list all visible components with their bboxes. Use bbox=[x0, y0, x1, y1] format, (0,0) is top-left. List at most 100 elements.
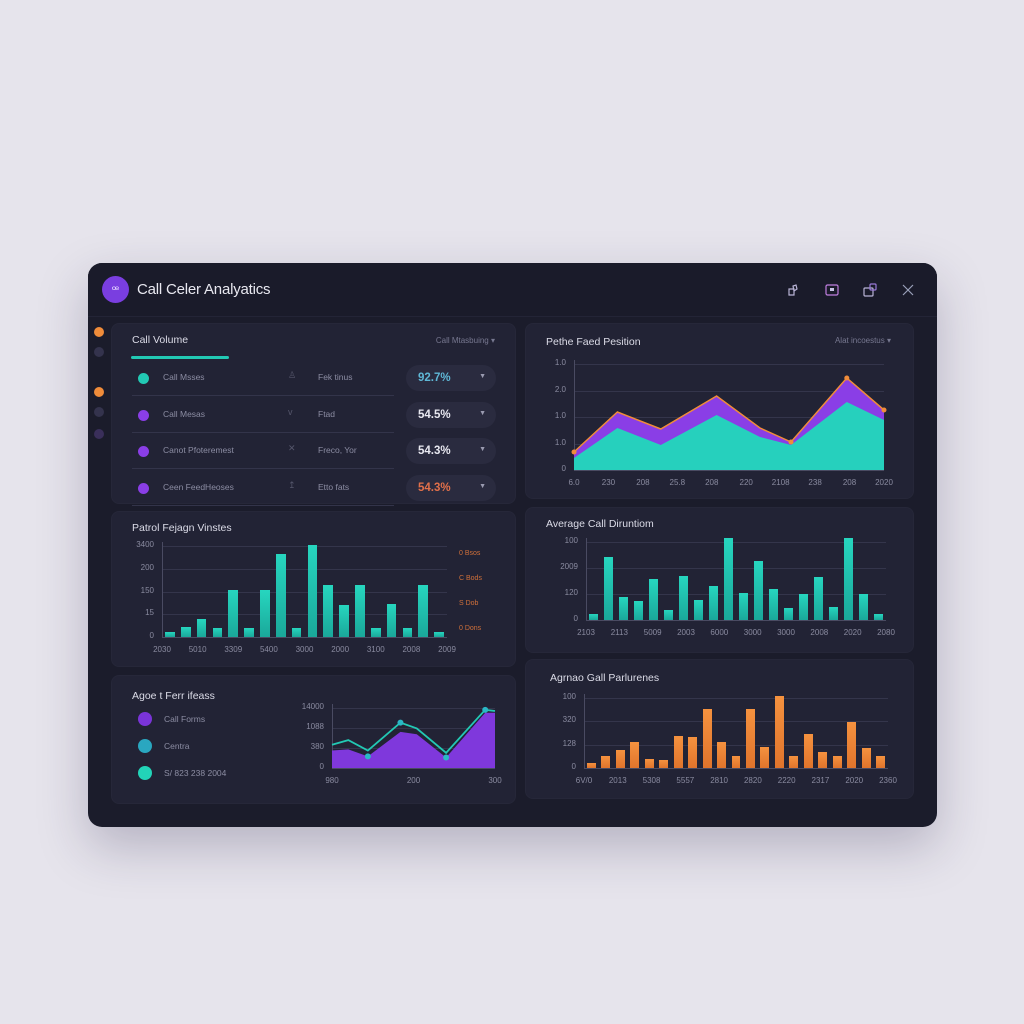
list-item[interactable]: Call Msses ♙ Fek tinus bbox=[132, 360, 394, 396]
bar[interactable] bbox=[370, 627, 381, 637]
call-volume-menu[interactable]: Call Mtasbuing ▾ bbox=[435, 336, 495, 345]
bar[interactable] bbox=[323, 584, 334, 637]
bar[interactable] bbox=[244, 627, 254, 637]
bar[interactable] bbox=[180, 626, 191, 637]
bar[interactable] bbox=[165, 632, 175, 637]
chart-title: Pethe Faed Pesition bbox=[546, 336, 641, 348]
bar[interactable] bbox=[588, 614, 599, 620]
close-button[interactable] bbox=[899, 281, 917, 299]
bar[interactable] bbox=[798, 594, 809, 620]
bar[interactable] bbox=[753, 560, 764, 620]
bar[interactable] bbox=[745, 708, 755, 768]
bar[interactable] bbox=[673, 735, 683, 768]
x-tick-label: 6.0 bbox=[568, 478, 580, 487]
value-dropdown[interactable]: 54.3% ▼ bbox=[406, 438, 496, 464]
export-button[interactable] bbox=[861, 281, 879, 299]
bar[interactable] bbox=[768, 588, 779, 620]
bar[interactable] bbox=[789, 755, 799, 768]
bar[interactable] bbox=[644, 758, 654, 768]
list-item[interactable]: Call Mesas v Ftad bbox=[132, 397, 394, 433]
bar[interactable] bbox=[212, 627, 223, 637]
check-icon: v bbox=[288, 406, 293, 417]
bar[interactable] bbox=[355, 584, 365, 637]
bar[interactable] bbox=[260, 589, 270, 637]
bar[interactable] bbox=[275, 553, 286, 637]
list-item[interactable]: Ceen FeedHeoses ↥ Etto fats bbox=[132, 470, 394, 506]
value-dropdown[interactable]: 92.7% ▼ bbox=[406, 365, 496, 391]
bar[interactable] bbox=[228, 589, 239, 637]
bar[interactable] bbox=[818, 751, 828, 768]
bar[interactable] bbox=[828, 607, 839, 620]
bar[interactable] bbox=[774, 695, 784, 768]
bar[interactable] bbox=[813, 577, 824, 620]
bar[interactable] bbox=[803, 734, 813, 768]
bar[interactable] bbox=[693, 600, 704, 620]
x-tick-label: 5557 bbox=[676, 776, 695, 785]
legend-item[interactable]: Call Forms bbox=[138, 712, 205, 726]
bar[interactable] bbox=[861, 748, 871, 768]
avg-call-performance-panel: Agrnao Gall Parlurenes 0 128 320 100 6V/0 201… bbox=[525, 659, 914, 799]
bar[interactable] bbox=[291, 627, 302, 637]
bar[interactable] bbox=[386, 604, 397, 637]
row-sublabel: Ftad bbox=[318, 408, 336, 419]
bar[interactable] bbox=[601, 756, 611, 768]
legend-item[interactable]: Centra bbox=[138, 739, 190, 753]
bar[interactable] bbox=[402, 627, 413, 637]
bar[interactable] bbox=[843, 538, 854, 620]
bar[interactable] bbox=[702, 708, 712, 768]
bar[interactable] bbox=[876, 755, 886, 768]
rail-dot[interactable] bbox=[94, 429, 104, 439]
bar[interactable] bbox=[618, 597, 629, 620]
status-dot bbox=[138, 482, 149, 494]
bar[interactable] bbox=[633, 601, 644, 620]
rail-dot[interactable] bbox=[94, 387, 104, 397]
rail-dot[interactable] bbox=[94, 407, 104, 417]
bar[interactable] bbox=[738, 592, 749, 620]
bar[interactable] bbox=[688, 737, 698, 768]
bar[interactable] bbox=[630, 742, 640, 768]
bar[interactable] bbox=[723, 538, 734, 620]
bar[interactable] bbox=[731, 755, 741, 768]
bar[interactable] bbox=[783, 607, 794, 620]
bar[interactable] bbox=[678, 575, 689, 620]
bar[interactable] bbox=[858, 594, 869, 620]
x-tick-label: 2220 bbox=[777, 776, 796, 785]
chart-menu[interactable]: Alat incoestus ▾ bbox=[834, 336, 891, 345]
bar[interactable] bbox=[615, 749, 625, 768]
y-tick-label: 2.0 bbox=[554, 384, 566, 394]
y-tick-label: 1088 bbox=[306, 722, 324, 731]
bar[interactable] bbox=[603, 557, 614, 620]
x-tick-label: 208 bbox=[705, 478, 719, 487]
row-label: Call Msses bbox=[163, 372, 205, 382]
share-button[interactable] bbox=[785, 281, 803, 299]
rail-dot[interactable] bbox=[94, 347, 104, 357]
bar[interactable] bbox=[760, 747, 770, 768]
bar[interactable] bbox=[434, 631, 444, 637]
bar[interactable] bbox=[586, 763, 596, 768]
gridline bbox=[162, 614, 447, 616]
bar[interactable] bbox=[663, 610, 674, 620]
bar[interactable] bbox=[832, 755, 842, 768]
bar[interactable] bbox=[717, 742, 726, 768]
value-dropdown[interactable]: 54.5% ▼ bbox=[406, 401, 496, 428]
bar[interactable] bbox=[847, 721, 857, 768]
bar[interactable] bbox=[307, 544, 318, 637]
value-dropdown[interactable]: 54.3% ▼ bbox=[406, 474, 496, 501]
x-tick-label: 3000 bbox=[743, 628, 762, 637]
bar[interactable] bbox=[339, 604, 349, 637]
bar[interactable] bbox=[873, 613, 884, 620]
bar[interactable] bbox=[196, 619, 207, 637]
y-axis bbox=[332, 704, 333, 768]
right-axis-label: S Dob bbox=[459, 600, 479, 607]
app-title: Call Celer Analyatics bbox=[137, 281, 271, 298]
legend-item[interactable]: S/ 823 238 2004 bbox=[138, 766, 226, 780]
bar[interactable] bbox=[708, 585, 719, 620]
bar[interactable] bbox=[648, 579, 659, 620]
rail-dot[interactable] bbox=[94, 327, 104, 337]
bar[interactable] bbox=[418, 584, 429, 637]
legend-label: Centra bbox=[164, 741, 190, 751]
y-axis bbox=[162, 542, 163, 637]
bar[interactable] bbox=[659, 759, 669, 768]
list-item[interactable]: Canot Pfoteremest ✕ Freco, Yor bbox=[132, 433, 394, 469]
window-button[interactable] bbox=[823, 281, 841, 299]
